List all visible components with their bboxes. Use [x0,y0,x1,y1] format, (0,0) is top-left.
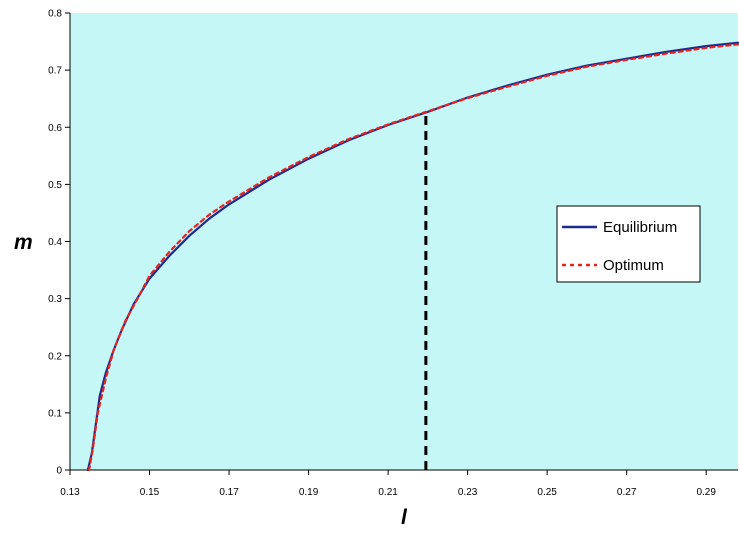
x-tick-label: 0.29 [696,487,716,498]
legend-box [556,205,701,283]
x-tick-label: 0.19 [299,487,319,498]
y-tick-label: 0.5 [48,180,62,191]
legend-optimum-label: Optimum [603,257,664,274]
x-tick-label: 0.23 [458,487,478,498]
y-axis-ticks: 0 0.1 0.2 0.3 0.4 0.5 0.6 0.7 0.8 [48,9,70,477]
series-line-optimum [88,43,739,472]
y-tick-label: 0.4 [48,237,62,248]
x-axis-title: l [401,506,408,529]
y-axis-title: m [14,231,33,254]
y-tick-label: 0.7 [48,66,62,77]
series-group [86,41,739,472]
x-tick-label: 0.21 [378,487,398,498]
legend-equilibrium-label: Equilibrium [603,219,677,236]
x-tick-label: 0.17 [219,487,239,498]
series-line-equilibrium [86,41,739,472]
x-tick-label: 0.27 [617,487,637,498]
x-tick-label: 0.25 [537,487,557,498]
x-axis-ticks: 0.13 0.15 0.17 0.19 0.21 0.23 0.25 0.27 0.29 [60,470,716,498]
x-tick-label: 0.13 [60,487,80,498]
y-tick-label: 0.6 [48,123,62,134]
y-tick-label: 0.1 [48,408,62,419]
y-tick-label: 0.2 [48,351,62,362]
legend: Equilibrium Optimum [556,205,701,283]
y-tick-label: 0 [56,466,62,477]
y-tick-label: 0.8 [48,9,62,20]
y-tick-label: 0.3 [48,294,62,305]
x-tick-label: 0.15 [140,487,160,498]
